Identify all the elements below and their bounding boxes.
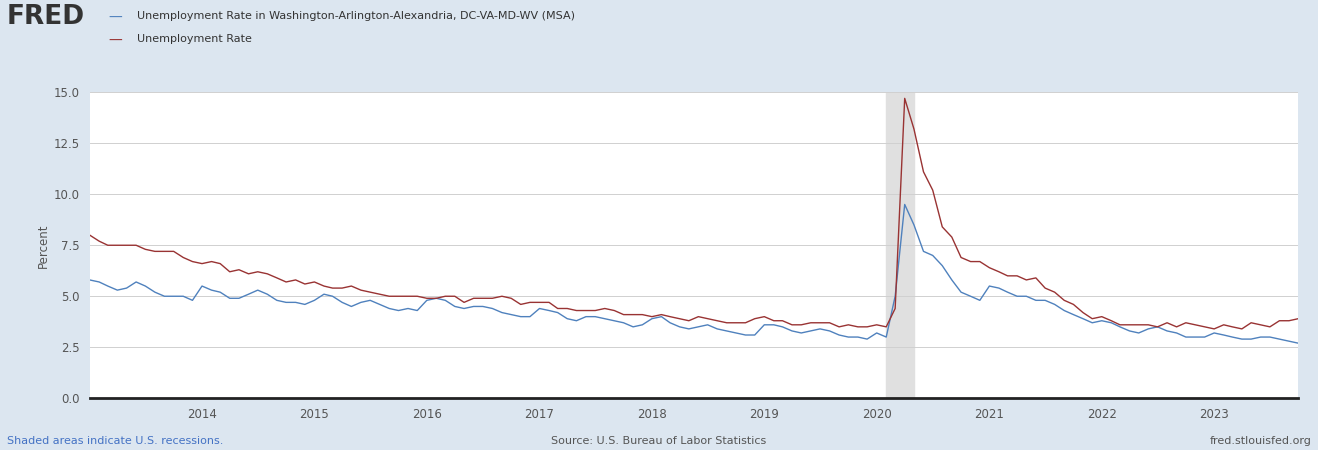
Text: FRED: FRED: [7, 4, 84, 31]
Text: Unemployment Rate: Unemployment Rate: [137, 34, 252, 44]
Bar: [886, 92, 913, 398]
Text: —: —: [108, 34, 121, 48]
Text: Shaded areas indicate U.S. recessions.: Shaded areas indicate U.S. recessions.: [7, 436, 223, 446]
Text: —: —: [108, 11, 121, 25]
Text: Source: U.S. Bureau of Labor Statistics: Source: U.S. Bureau of Labor Statistics: [551, 436, 767, 446]
Text: Unemployment Rate in Washington-Arlington-Alexandria, DC-VA-MD-WV (MSA): Unemployment Rate in Washington-Arlingto…: [137, 11, 575, 21]
Y-axis label: Percent: Percent: [37, 223, 50, 267]
Text: fred.stlouisfed.org: fred.stlouisfed.org: [1210, 436, 1311, 446]
